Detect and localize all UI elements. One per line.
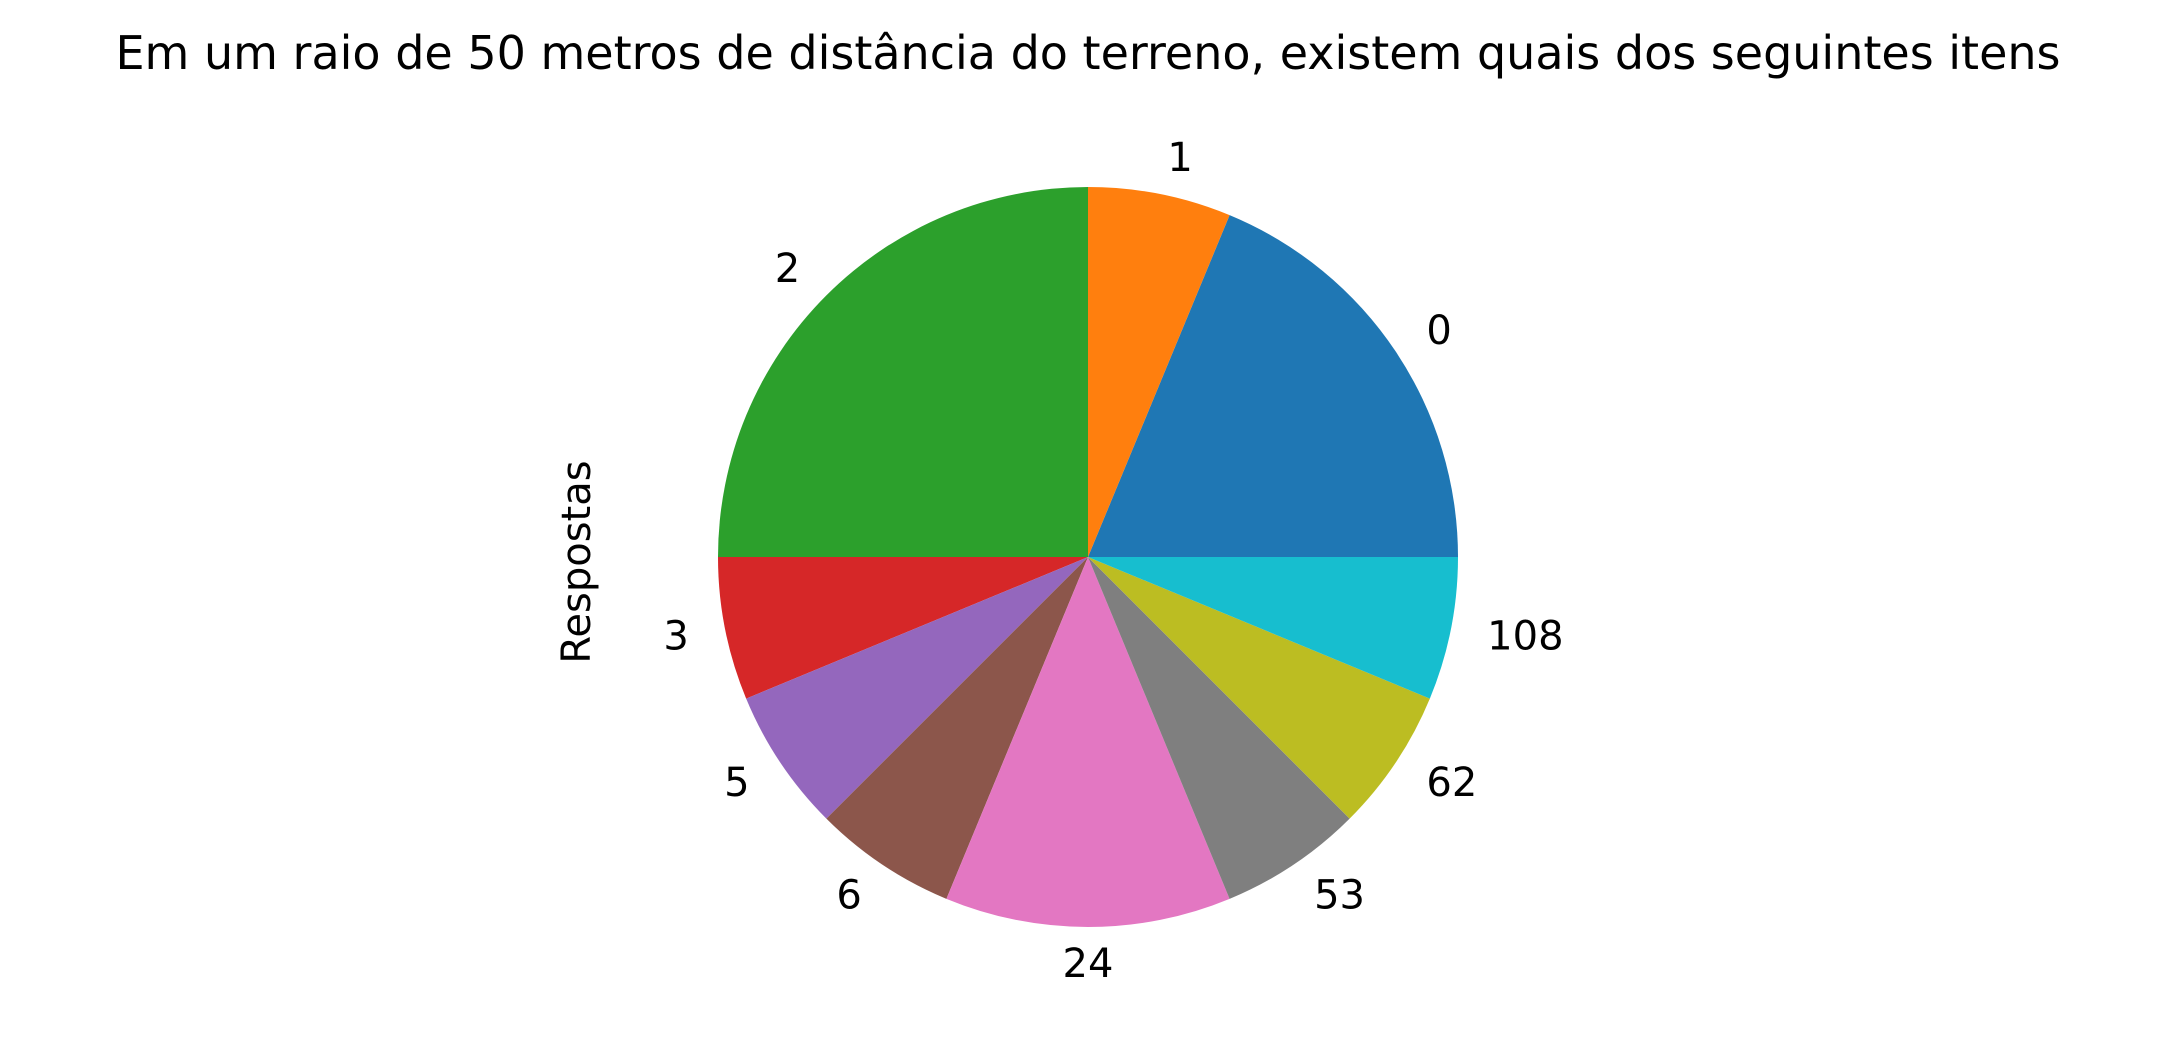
pie-label-3: 3 [663, 613, 688, 659]
pie-slice-2 [718, 187, 1088, 557]
pie-label-1: 1 [1167, 135, 1192, 181]
pie-slice-62 [1088, 557, 1430, 819]
pie-label-108: 108 [1487, 613, 1563, 659]
pie-label-0: 0 [1426, 308, 1451, 354]
pie-labels: 0 1 2 3 5 6 24 53 62 108 [663, 135, 1563, 987]
pie-label-6: 6 [836, 872, 861, 918]
pie-slice-53 [1088, 557, 1350, 899]
pie-slice-24 [946, 557, 1230, 928]
chart-title: Em um raio de 50 metros de distância do … [115, 26, 2060, 80]
y-axis-label: Respostas [554, 460, 600, 663]
pie-slice-6 [826, 557, 1088, 899]
pie-slice-0 [1088, 215, 1458, 557]
pie-slice-1 [1088, 187, 1230, 557]
pie-label-5: 5 [724, 760, 749, 806]
pie-slice-108 [1088, 557, 1458, 699]
pie-label-62: 62 [1426, 760, 1477, 806]
pie-slice-5 [746, 557, 1088, 819]
pie-label-2: 2 [775, 246, 800, 292]
pie-slice-3 [718, 557, 1088, 699]
pie-label-24: 24 [1063, 941, 1114, 987]
pie-label-53: 53 [1314, 872, 1365, 918]
pie-slices [718, 187, 1458, 928]
